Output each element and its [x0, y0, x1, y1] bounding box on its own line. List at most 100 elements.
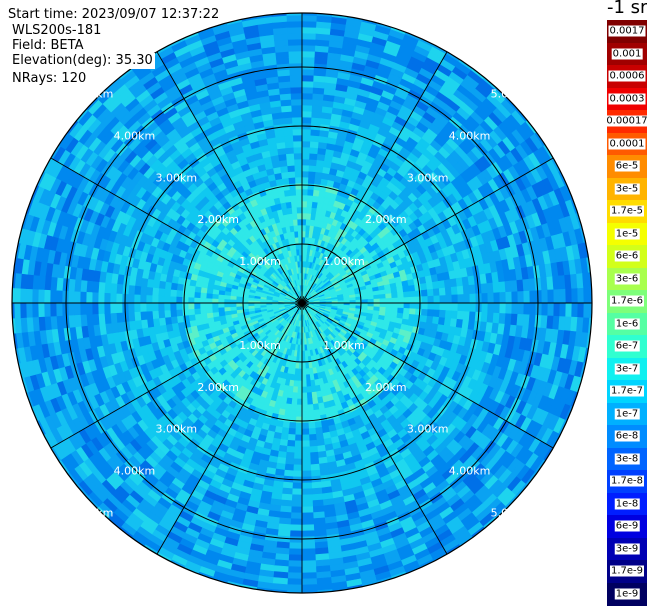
scan-cell [523, 302, 531, 316]
scan-cell [127, 311, 136, 322]
scan-cell [312, 98, 324, 107]
scan-cell [295, 404, 303, 412]
scan-cell [301, 80, 314, 88]
scan-cell [291, 494, 303, 502]
scan-cell [19, 287, 27, 304]
scan-cell [309, 140, 320, 149]
scan-cell [565, 302, 573, 318]
scan-cell [438, 287, 447, 297]
scan-cell [169, 309, 178, 318]
scan-cell [301, 230, 307, 238]
scan-cell [115, 312, 124, 323]
scan-cell [361, 299, 369, 304]
scan-cell [309, 152, 319, 161]
scan-cell [385, 293, 393, 299]
scan-cell [505, 291, 513, 304]
scan-cell [301, 110, 313, 118]
scan-cell [145, 286, 154, 296]
scan-cell [493, 302, 501, 314]
scan-cell [420, 289, 429, 298]
scan-cell [456, 310, 465, 321]
scan-cell [296, 398, 303, 406]
scan-cell [294, 428, 303, 436]
scan-cell [205, 297, 213, 304]
scan-cell [301, 176, 309, 184]
scan-cell [433, 295, 441, 304]
scan-cell [583, 302, 591, 319]
scan-cell [284, 457, 295, 466]
scan-cell [498, 281, 507, 293]
scan-cell [301, 560, 317, 568]
scan-cell [311, 104, 324, 113]
scan-cell [292, 470, 303, 478]
scan-cell [439, 302, 447, 311]
scan-cell [73, 290, 81, 304]
scan-cell [311, 487, 323, 496]
scan-cell [301, 548, 316, 556]
scan-cell [301, 50, 316, 58]
scan-cell [409, 296, 417, 304]
scan-cell [289, 530, 303, 538]
scan-cell [37, 288, 45, 304]
scan-cell [297, 368, 303, 376]
scan-cell [61, 302, 69, 316]
scan-cell [291, 482, 303, 490]
scan-cell [492, 281, 501, 294]
scan-cell [301, 56, 316, 64]
scan-cell [529, 302, 537, 316]
scan-cell [301, 218, 307, 226]
scan-cell [301, 68, 315, 76]
scan-cell [305, 374, 311, 382]
scan-cell [157, 302, 165, 311]
scan-cell [43, 289, 51, 304]
scan-cell [301, 14, 318, 22]
scan-cell [293, 446, 303, 454]
scan-cell [301, 566, 317, 574]
scan-cell [290, 506, 303, 514]
scan-cell [480, 312, 489, 323]
scan-cell [97, 281, 106, 293]
scan-cell [217, 306, 225, 313]
scan-cell [188, 313, 196, 322]
scan-cell [133, 311, 142, 321]
scan-cell [397, 297, 405, 304]
scan-cell [487, 302, 495, 314]
scan-cell [301, 398, 308, 406]
scan-cell [301, 62, 315, 70]
scan-cell [133, 285, 142, 295]
scan-cell [415, 308, 423, 316]
scan-cell [306, 398, 314, 406]
scan-cell [163, 302, 171, 311]
scan-cell [194, 313, 202, 321]
scan-cell [282, 481, 293, 490]
scan-cell [97, 302, 105, 315]
scan-cell [163, 309, 172, 318]
scan-cell [577, 287, 585, 304]
scan-cell [187, 296, 195, 304]
scan-cell [301, 428, 310, 436]
scan-cell [397, 302, 405, 309]
scan-cell [199, 307, 207, 315]
scan-cell [289, 536, 303, 544]
scan-cell [301, 140, 311, 148]
scan-cell [306, 194, 314, 202]
scan-cell [288, 421, 297, 430]
scan-cell [308, 427, 317, 436]
scan-cell [49, 289, 57, 304]
scan-cell [403, 302, 411, 310]
scan-cell [523, 290, 531, 304]
scan-cell [535, 290, 543, 304]
scan-cell [492, 312, 501, 325]
scan-cell [311, 116, 322, 125]
scan-cell [297, 374, 303, 382]
scan-cell [181, 296, 189, 304]
scan-cell [301, 32, 317, 40]
scan-cell [296, 392, 303, 400]
scan-cell [211, 297, 219, 304]
scan-cell [284, 463, 294, 472]
scan-cell [296, 386, 303, 394]
scan-cell [438, 309, 447, 319]
scan-cell [290, 500, 303, 508]
scan-cell [103, 312, 112, 325]
scan-cell [373, 294, 381, 300]
